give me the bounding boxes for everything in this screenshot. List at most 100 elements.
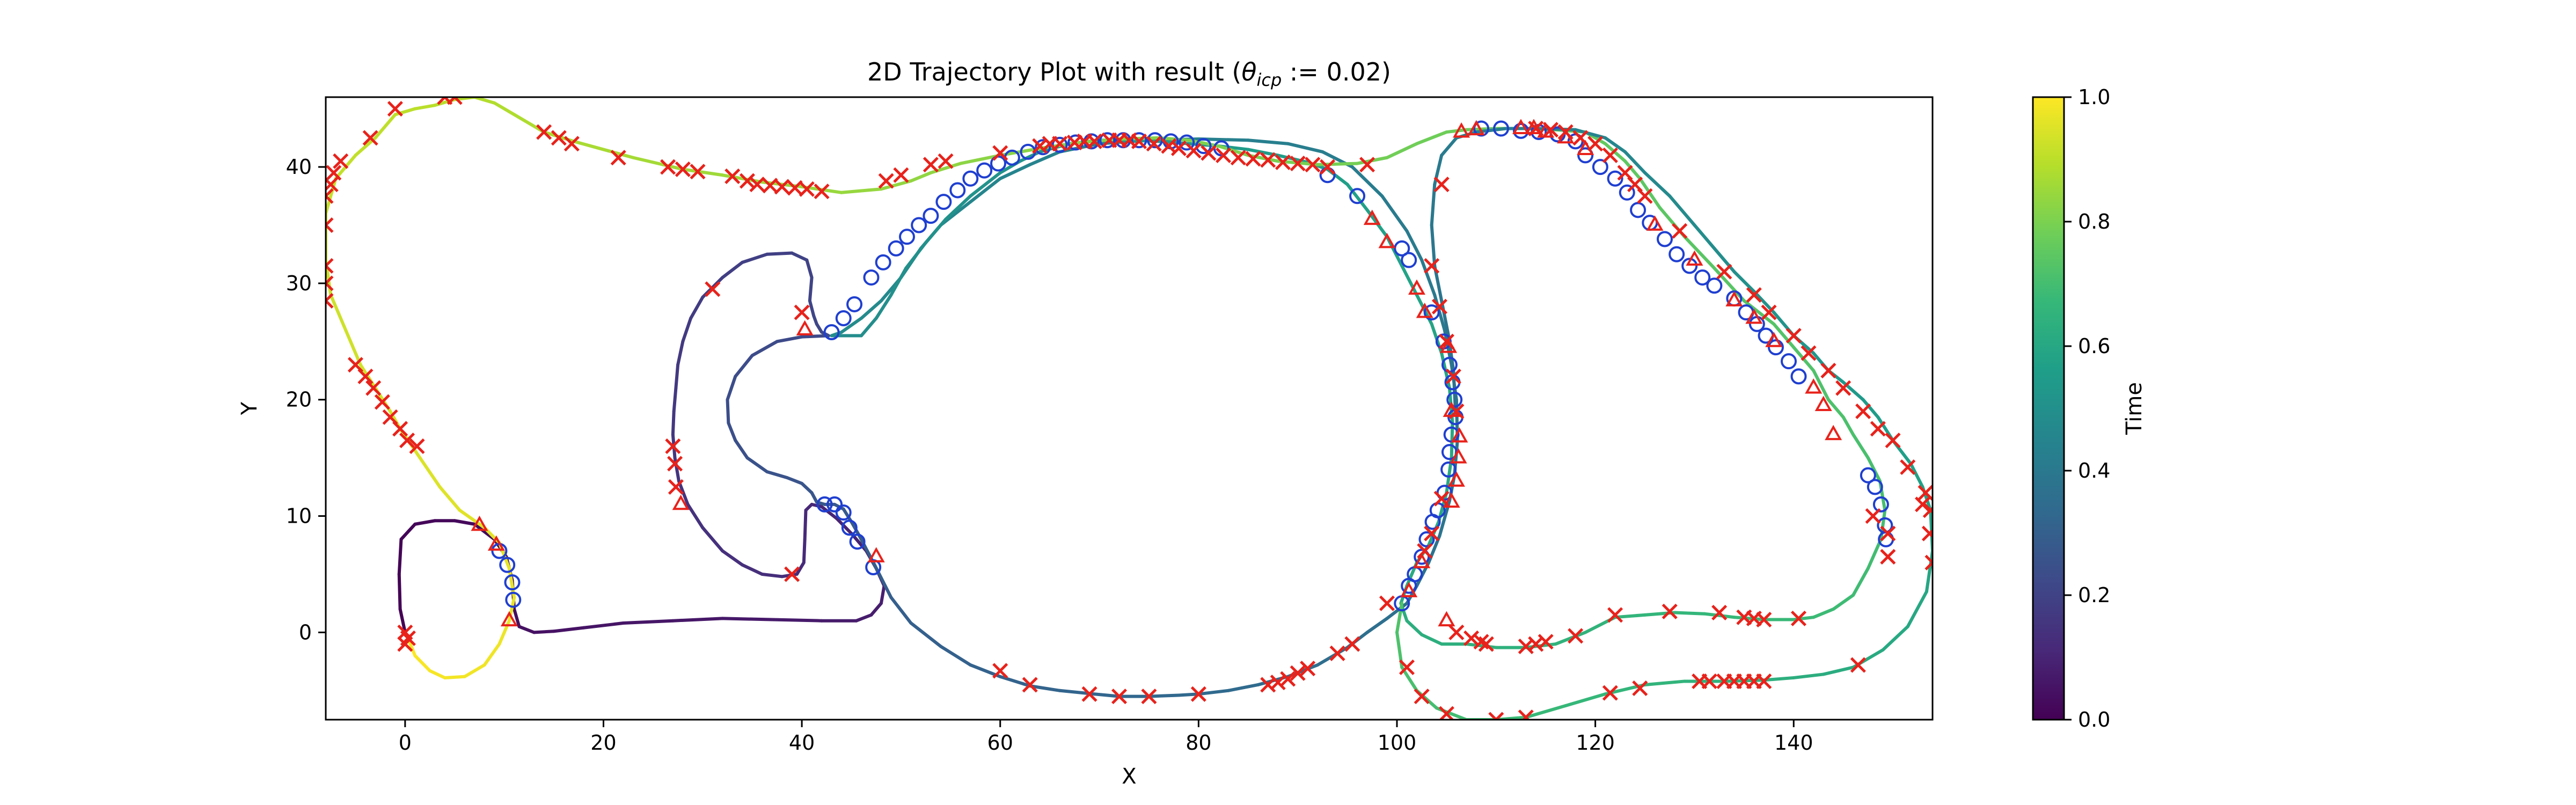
trajectory-segment	[1430, 223, 1437, 268]
trajectory-segment	[1909, 462, 1924, 489]
trajectory-segment	[1177, 692, 1201, 697]
trajectory-segment	[1574, 128, 1607, 140]
trajectory-segment	[860, 299, 883, 320]
x-marker	[660, 159, 676, 175]
trajectory-segment	[1713, 266, 1746, 303]
x-marker	[992, 145, 1008, 161]
x-marker	[1885, 433, 1901, 449]
triangle-marker	[672, 494, 690, 510]
x-marker	[1711, 604, 1728, 621]
circle-marker	[962, 170, 979, 187]
trajectory-segment	[1564, 692, 1607, 707]
trajectory-segment	[939, 645, 972, 667]
x-tick-label: 20	[590, 731, 616, 755]
x-marker	[705, 281, 721, 297]
x-marker	[1022, 677, 1038, 693]
triangle-marker	[1447, 471, 1465, 487]
trajectory-segment	[721, 549, 744, 567]
trajectory-segment	[808, 299, 816, 318]
trajectory-segment	[443, 675, 466, 679]
circle-marker	[835, 504, 852, 521]
trajectory-segment	[734, 354, 754, 378]
trajectory-segment	[1445, 128, 1468, 134]
trajectory-segment	[397, 572, 402, 611]
trajectory-segment	[463, 663, 486, 678]
trajectory-segment	[803, 508, 808, 541]
trajectory-segment	[413, 519, 437, 526]
trajectory-segment	[734, 438, 749, 460]
x-marker	[1924, 554, 1933, 570]
trajectory-segment	[1924, 549, 1933, 594]
x-marker	[326, 217, 334, 233]
x-marker	[667, 456, 683, 472]
trajectory-segment	[785, 476, 804, 485]
x-marker	[1329, 645, 1345, 661]
trajectory-segment	[1682, 235, 1716, 270]
x-marker	[326, 165, 342, 181]
circle-marker	[504, 574, 521, 591]
trajectory-segment	[1638, 177, 1662, 209]
x-marker	[1662, 603, 1678, 619]
trajectory-segment	[343, 328, 362, 367]
x-marker	[1478, 636, 1494, 652]
trajectory-segment	[1345, 182, 1369, 212]
x-tick-label: 100	[1378, 731, 1417, 755]
circle-marker	[1131, 132, 1147, 149]
x-marker	[1399, 659, 1415, 675]
trajectory-segment	[672, 386, 678, 413]
x-marker	[1488, 712, 1504, 720]
trajectory-segment	[1878, 479, 1887, 512]
x-marker	[1692, 673, 1708, 689]
circle-marker	[976, 162, 993, 179]
trajectory-segment	[1028, 150, 1062, 166]
x-marker	[1518, 709, 1534, 720]
trajectory-segment	[879, 584, 886, 605]
y-axis-label: Y	[237, 401, 262, 415]
trajectory-segment	[326, 177, 338, 215]
trajectory-segment	[418, 456, 442, 489]
trajectory-segment	[790, 251, 809, 262]
x-marker	[536, 124, 552, 140]
trajectory-segment	[879, 179, 913, 191]
trajectory-segment	[1812, 369, 1830, 401]
trajectory-segment	[513, 608, 521, 628]
trajectory-segment	[1286, 142, 1324, 153]
circle-marker	[1860, 467, 1876, 484]
circle-marker	[1349, 188, 1366, 204]
trajectory-segment	[1246, 153, 1280, 163]
x-marker	[400, 630, 416, 646]
trajectory-segment	[1018, 150, 1042, 163]
trajectory-segment	[820, 505, 838, 520]
trajectory-segment	[1821, 665, 1855, 676]
trajectory-segment	[874, 293, 893, 320]
trajectory-segment	[1866, 456, 1882, 483]
x-marker	[1761, 304, 1777, 320]
circle-marker	[935, 194, 952, 210]
x-marker	[1900, 459, 1916, 475]
trajectory-segment	[765, 470, 789, 480]
trajectory-segment	[671, 409, 676, 436]
trajectory-segment	[1440, 299, 1451, 338]
trajectory-segment	[1246, 138, 1290, 145]
trajectory-segment	[802, 537, 807, 565]
circle-marker	[823, 324, 840, 340]
x-marker	[1216, 147, 1232, 163]
x-marker	[1077, 133, 1093, 149]
x-marker	[1433, 491, 1450, 507]
circle-marker	[1592, 159, 1608, 175]
trajectory-segment	[1906, 590, 1928, 628]
x-marker	[362, 130, 378, 146]
y-tick-label: 20	[286, 388, 312, 412]
trajectory-segment	[760, 572, 784, 579]
trajectory-segment	[1861, 398, 1880, 419]
x-marker	[1445, 368, 1461, 384]
triangle-marker	[1686, 250, 1703, 266]
trajectory-segment	[1405, 619, 1424, 636]
x-marker	[333, 153, 349, 169]
triangle-marker	[471, 515, 488, 531]
triangle-marker	[1765, 332, 1783, 347]
trajectory-segment	[969, 177, 1002, 204]
triangle-marker	[1453, 122, 1470, 138]
x-marker	[1081, 686, 1097, 702]
triangle-marker	[1378, 232, 1396, 248]
